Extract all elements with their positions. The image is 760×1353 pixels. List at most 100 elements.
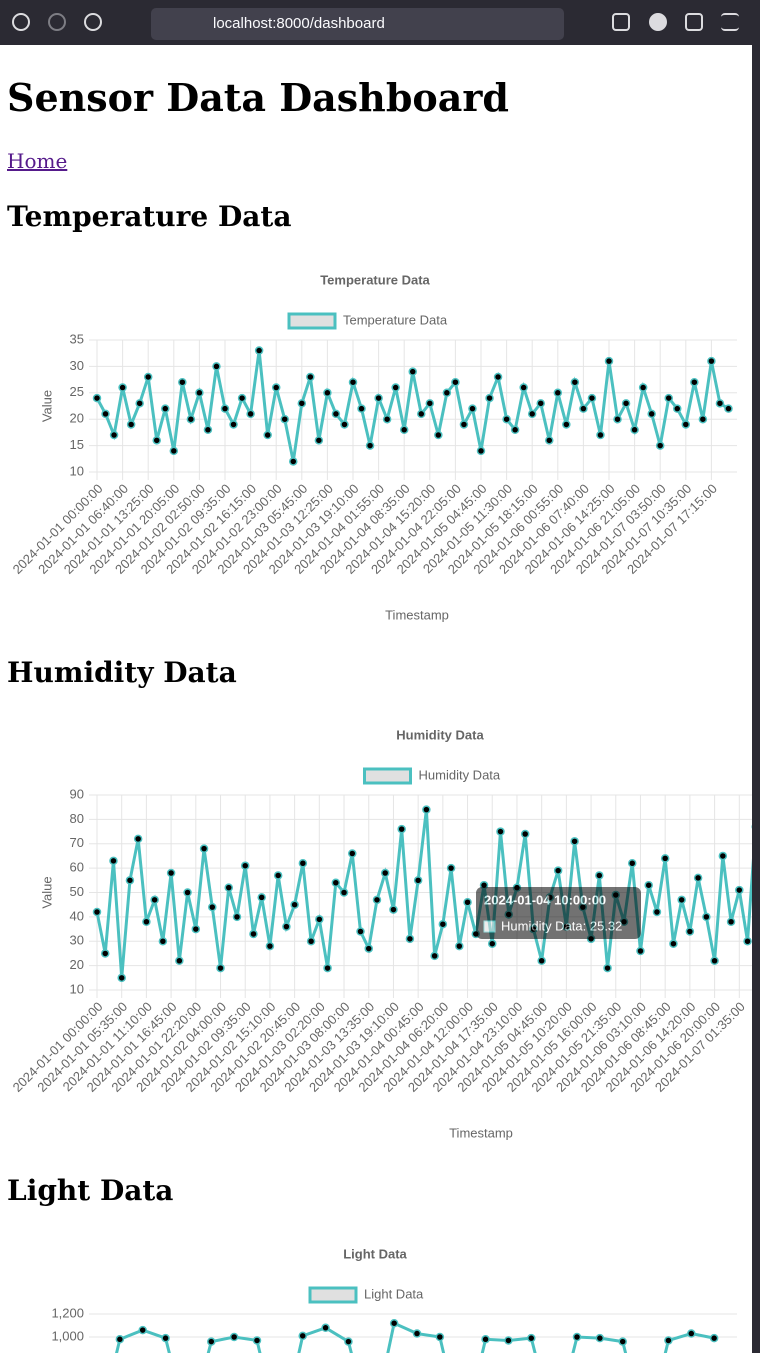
y-tick-label: 60 [70, 860, 84, 875]
address-bar[interactable]: localhost:8000/dashboard [151, 8, 564, 40]
y-axis-label: Value [39, 390, 54, 422]
data-point [161, 1333, 170, 1343]
data-point [613, 414, 622, 424]
data-point [693, 873, 703, 883]
data-point [331, 409, 341, 419]
data-point [655, 441, 665, 450]
data-point [306, 372, 315, 382]
data-point [357, 404, 366, 413]
data-line [115, 1321, 715, 1353]
data-point [536, 399, 545, 408]
home-link[interactable]: Home [7, 149, 68, 173]
back-button[interactable] [12, 13, 30, 31]
data-point [690, 377, 699, 387]
data-point [677, 895, 686, 905]
account-button[interactable] [649, 13, 667, 31]
data-point [570, 377, 580, 387]
data-point [273, 871, 283, 880]
data-point [280, 414, 289, 424]
data-point [339, 888, 349, 897]
forward-button[interactable] [48, 13, 66, 31]
data-point [382, 414, 392, 424]
data-point [150, 895, 159, 905]
browser-toolbar: localhost:8000/dashboard [0, 0, 760, 45]
data-point [463, 898, 472, 907]
data-point [681, 420, 691, 429]
data-point [435, 1332, 445, 1342]
data-point [726, 917, 736, 926]
data-point [263, 430, 272, 440]
tooltip-title: 2024-01-04 10:00:00 [484, 892, 606, 907]
data-point [520, 829, 530, 839]
data-point [685, 927, 695, 936]
data-point [289, 457, 298, 466]
data-point [212, 362, 221, 371]
data-point [391, 383, 400, 392]
downloads-button[interactable] [612, 13, 630, 31]
data-line [95, 350, 730, 462]
data-point [709, 1333, 719, 1343]
data-point [604, 356, 614, 366]
data-point [372, 895, 382, 905]
data-point [138, 1325, 147, 1335]
data-point [101, 409, 110, 419]
data-point [158, 937, 168, 946]
data-point [422, 805, 431, 814]
data-point [664, 393, 673, 403]
y-tick-label: 10 [70, 463, 84, 478]
chart-title: Light Data [343, 1246, 407, 1261]
y-tick-label: 20 [70, 957, 84, 972]
extensions-button[interactable] [685, 13, 703, 31]
data-point [249, 929, 258, 939]
data-point [298, 1331, 307, 1341]
data-point [735, 885, 744, 895]
reload-button[interactable] [84, 13, 102, 31]
data-point [595, 1333, 605, 1343]
tooltip-swatch [483, 920, 496, 933]
data-point [232, 912, 242, 922]
data-point [408, 367, 417, 376]
data-point [314, 436, 324, 445]
data-point [519, 383, 528, 392]
data-point [271, 383, 281, 392]
data-point [237, 393, 247, 403]
data-point [596, 430, 605, 440]
chart-title: Temperature Data [320, 272, 430, 287]
data-point [636, 946, 645, 956]
legend-label: Temperature Data [343, 312, 448, 327]
data-point [405, 934, 415, 944]
data-point [340, 420, 349, 429]
data-point [553, 388, 563, 398]
y-tick-label: 35 [70, 331, 84, 346]
menu-button[interactable] [721, 13, 739, 31]
page-content: Sensor Data Dashboard Home Temperature D… [0, 45, 752, 1353]
data-point [545, 436, 554, 445]
y-tick-label: 15 [70, 437, 84, 452]
data-point [143, 372, 153, 382]
data-point [240, 861, 250, 870]
data-point [125, 876, 135, 885]
data-point [562, 420, 571, 429]
data-point [397, 824, 406, 834]
data-point [374, 393, 383, 403]
data-point [442, 388, 452, 398]
data-point [135, 399, 144, 408]
data-point [652, 907, 662, 917]
y-tick-label: 30 [70, 933, 84, 948]
data-point [481, 1335, 490, 1344]
data-point [265, 941, 275, 951]
data-point [459, 420, 469, 429]
data-point [178, 377, 187, 387]
data-point [257, 893, 266, 902]
data-point [638, 383, 648, 392]
data-point [434, 430, 443, 440]
data-point [344, 1337, 353, 1346]
data-point [572, 1332, 582, 1342]
section-title: Light Data [7, 1174, 174, 1207]
data-point [493, 372, 503, 382]
data-point [710, 956, 719, 965]
data-point [537, 956, 546, 965]
data-point [715, 399, 725, 408]
data-point [282, 922, 291, 931]
section-title: Humidity Data [7, 656, 237, 689]
